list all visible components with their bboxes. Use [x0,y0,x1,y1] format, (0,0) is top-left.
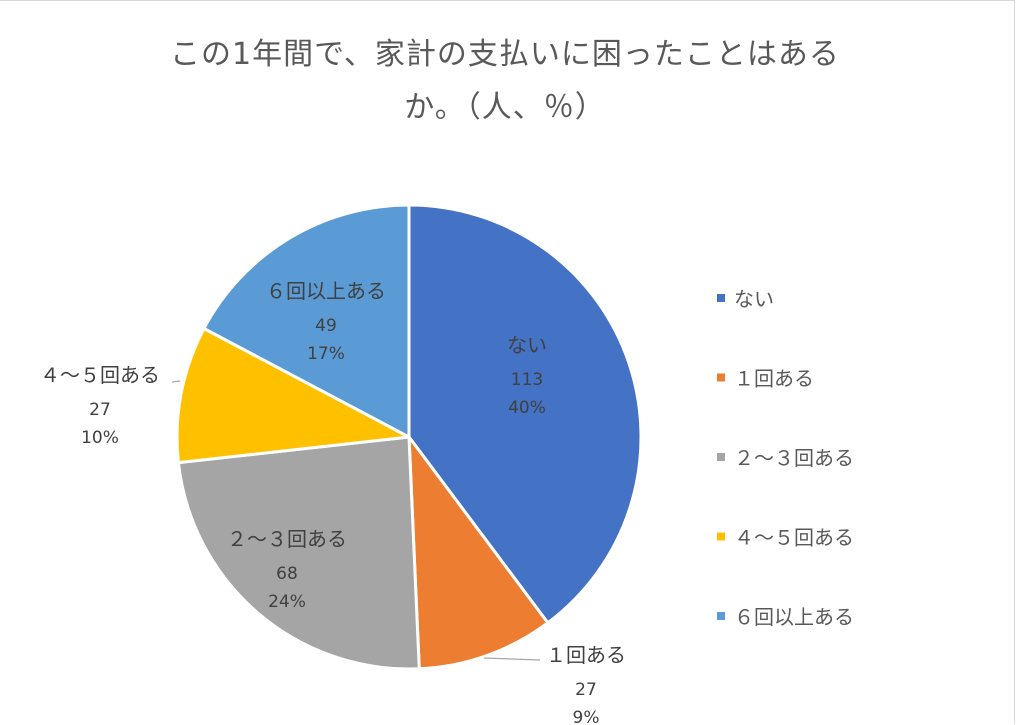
data-label-category-two-three: ２～３回ある [227,527,347,551]
data-label-value-none: 113 [511,370,543,390]
data-label-percent-two-three: 24% [268,592,306,612]
chart-title-line-1: この1年間で、家計の支払いに困ったことはある [170,37,840,72]
legend-label-two-three: ２～３回ある [734,446,854,470]
legend-marker-none [717,294,725,302]
data-label-value-six-plus: 49 [315,316,337,336]
pie-slice-none [407,203,643,625]
leader-lines [171,380,541,661]
data-labels: ない 113 40% １回ある 27 9% ２～３回ある 68 24% ４～５回ある 27 10% ６回… [40,279,626,725]
legend-label-once: １回ある [734,367,814,391]
data-label-category-none: ない [507,333,547,357]
data-label-percent-six-plus: 17% [307,344,345,364]
data-label-percent-four-five: 10% [81,428,119,448]
data-label-percent-none: 40% [508,398,546,418]
data-label-category-once: １回ある [546,643,626,667]
legend-label-none: ない [734,287,774,311]
pie-slice-once [407,435,550,671]
legend: ない １回ある ２～３回ある ４～５回ある ６回以上ある [717,287,854,629]
data-label-category-four-five: ４～５回ある [40,363,160,387]
pie-slice-six-plus [202,203,411,439]
legend-marker-two-three [717,453,725,461]
legend-marker-six-plus [717,612,725,620]
data-label-value-two-three: 68 [276,564,298,584]
leader-line-once [483,657,541,661]
pie-slice-four-five [175,326,411,465]
legend-marker-four-five [717,532,725,541]
data-label-percent-once: 9% [573,708,600,725]
data-label-value-four-five: 27 [89,400,111,420]
legend-label-six-plus: ６回以上ある [734,605,854,629]
leader-line-four-five [171,380,181,383]
chart-title: この1年間で、家計の支払いに困ったことはある か。（人、％） [100,28,910,134]
pie-slice-two-three [176,435,421,671]
legend-label-four-five: ４～５回ある [734,526,854,550]
data-label-category-six-plus: ６回以上ある [266,279,386,303]
pie-slices [175,203,643,671]
chart-title-line-2: か。（人、％） [404,90,606,125]
legend-marker-once [717,373,725,382]
data-label-value-once: 27 [575,680,597,700]
